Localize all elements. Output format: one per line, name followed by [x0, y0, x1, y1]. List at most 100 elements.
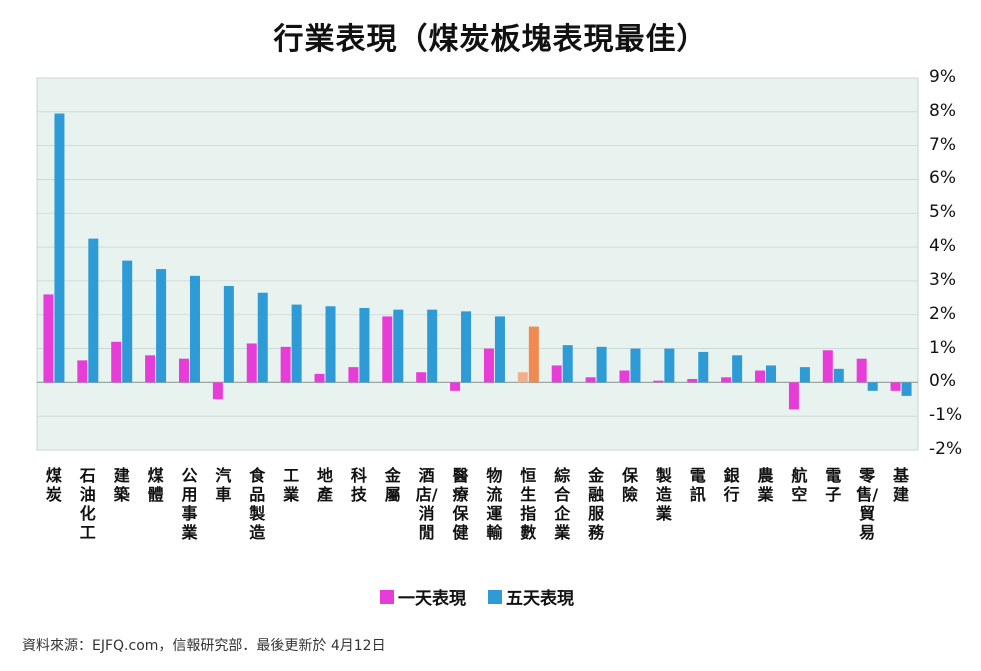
bar-one-day — [416, 372, 427, 383]
bar-five-day — [833, 368, 844, 383]
x-tick-label: 公用事業 — [181, 466, 198, 542]
bar-five-day — [664, 348, 675, 383]
bar-five-day — [223, 285, 234, 383]
x-tick-label: 保險 — [621, 466, 638, 504]
x-tick-label: 金屬 — [384, 466, 401, 504]
source-note: 資料來源：EJFQ.com，信報研究部．最後更新於 4月12日 — [22, 638, 386, 654]
bar-five-day — [562, 345, 573, 383]
bar-one-day — [111, 341, 122, 383]
bar-one-day — [890, 382, 901, 391]
legend-label-one-day: 一天表現 — [398, 589, 466, 609]
bar-one-day — [382, 316, 393, 383]
x-tick-label: 農業 — [757, 466, 774, 504]
bar-five-day — [359, 307, 370, 383]
x-tick-label: 汽車 — [215, 466, 232, 504]
bar-one-day — [856, 358, 867, 383]
bar-five-day — [427, 309, 438, 383]
bar-five-day — [189, 275, 200, 383]
bar-five-day — [257, 292, 268, 383]
bar-one-day — [145, 355, 156, 383]
bar-five-day — [494, 316, 505, 383]
bar-five-day — [732, 355, 743, 383]
x-tick-label: 金融服務 — [588, 466, 605, 542]
plot-background — [36, 77, 919, 451]
y-tick-label: 4% — [929, 236, 956, 257]
x-tick-label: 航空 — [791, 466, 808, 504]
bar-one-day — [212, 382, 223, 400]
bar-one-day — [178, 358, 189, 383]
bar-one-day — [43, 294, 54, 383]
bar-five-day — [698, 351, 709, 383]
bar-five-day — [88, 238, 99, 383]
x-tick-label: 物流運輸 — [486, 466, 503, 542]
bar-one-day — [348, 367, 359, 383]
x-tick-label: 零售/貿易 — [856, 466, 879, 542]
x-tick-label: 建築 — [113, 466, 130, 504]
legend-item-five-day: 五天表現 — [488, 584, 574, 609]
bar-five-day — [393, 309, 404, 383]
x-tick-label: 食品製造 — [249, 466, 266, 542]
bar-five-day — [799, 367, 810, 383]
bar-five-day — [122, 260, 133, 383]
legend-item-one-day: 一天表現 — [380, 584, 466, 609]
bar-five-day — [461, 311, 472, 383]
x-tick-label: 地產 — [317, 466, 334, 504]
bar-one-day — [788, 382, 799, 410]
bar-five-day — [901, 382, 912, 396]
x-tick-label: 綜合企業 — [554, 466, 571, 542]
bar-five-day — [54, 113, 65, 383]
y-tick-label: 3% — [929, 269, 956, 290]
legend-swatch-five-day — [488, 589, 502, 604]
bar-five-day — [528, 326, 539, 383]
legend: 一天表現 五天表現 — [380, 584, 574, 609]
bar-one-day — [721, 377, 732, 383]
x-tick-label: 石油化工 — [79, 466, 96, 542]
bar-one-day — [585, 377, 596, 383]
bar-one-day — [517, 372, 528, 383]
bar-one-day — [755, 370, 766, 383]
legend-swatch-one-day — [380, 589, 394, 604]
x-tick-label: 酒店/消閒 — [415, 466, 438, 542]
y-tick-label: 0% — [929, 371, 956, 392]
x-tick-label: 科技 — [350, 466, 367, 504]
y-tick-label: 5% — [929, 202, 956, 223]
y-tick-label: 1% — [929, 337, 956, 358]
x-tick-label: 工業 — [283, 466, 300, 504]
y-tick-label: -1% — [929, 405, 963, 426]
y-tick-label: 9% — [929, 67, 956, 87]
bar-five-day — [867, 382, 878, 391]
x-tick-label: 銀行 — [723, 466, 740, 504]
x-tick-label: 電訊 — [689, 466, 706, 504]
chart-title: 行業表現（煤炭板塊表現最佳） — [273, 22, 708, 57]
bar-one-day — [551, 365, 562, 383]
bar-one-day — [687, 378, 698, 383]
bar-one-day — [450, 382, 461, 391]
bar-one-day — [314, 373, 325, 383]
x-tick-label: 醫療保健 — [452, 466, 469, 542]
x-tick-label: 電子 — [825, 466, 842, 504]
bar-one-day — [822, 350, 833, 383]
legend-label-five-day: 五天表現 — [506, 589, 574, 609]
bar-one-day — [280, 346, 291, 383]
bar-one-day — [483, 348, 494, 383]
y-tick-label: 6% — [929, 168, 956, 189]
bar-five-day — [156, 269, 167, 383]
x-tick-label: 恒生指數 — [520, 466, 537, 542]
bar-one-day — [77, 360, 88, 383]
bar-five-day — [325, 306, 336, 383]
x-tick-label: 基建 — [893, 466, 910, 504]
y-tick-label: -2% — [929, 439, 963, 459]
bar-five-day — [630, 348, 641, 383]
y-tick-label: 7% — [929, 134, 956, 155]
y-tick-label: 2% — [929, 303, 956, 324]
bar-five-day — [596, 346, 607, 383]
bar-one-day — [653, 380, 664, 383]
x-tick-label: 煤體 — [147, 466, 164, 504]
bar-five-day — [766, 365, 777, 383]
bar-one-day — [246, 343, 257, 383]
bar-one-day — [619, 370, 630, 383]
y-tick-label: 8% — [929, 100, 956, 121]
x-tick-label: 煤炭 — [45, 466, 62, 504]
